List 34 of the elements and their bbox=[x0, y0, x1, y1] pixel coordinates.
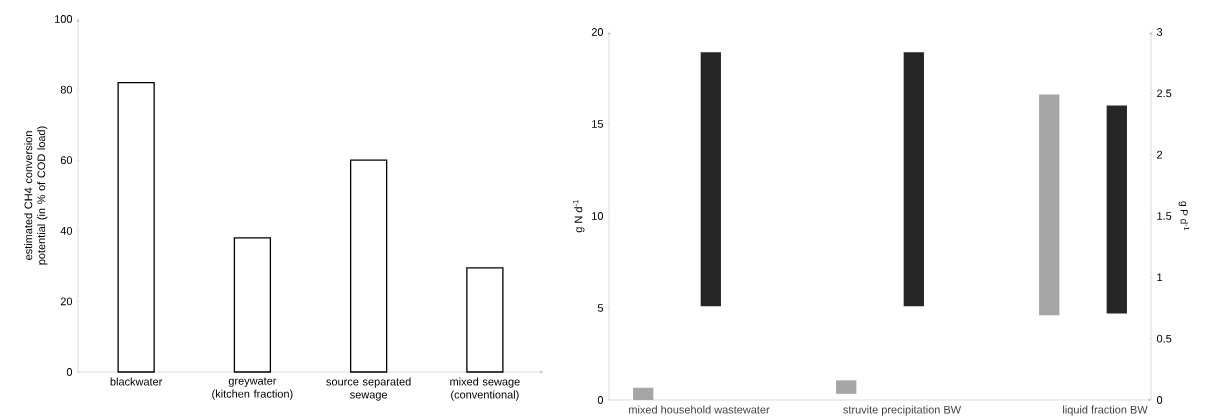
bar bbox=[836, 380, 857, 394]
y-tick-label: 40 bbox=[60, 226, 73, 235]
y-tick-label: 10 bbox=[592, 212, 604, 220]
y-tick-label: 20 bbox=[60, 297, 73, 306]
y-tick-label: 15 bbox=[592, 120, 604, 128]
y-tick-label: 0 bbox=[66, 368, 73, 376]
y-tick-label: 60 bbox=[60, 156, 73, 165]
y2-axis-title: g P d$^{-1}$ bbox=[1178, 201, 1190, 231]
y2-tick-label: 2 bbox=[1157, 150, 1163, 159]
y2-tick-label: 0 bbox=[1156, 396, 1163, 404]
bar bbox=[466, 267, 504, 373]
x-tick-label: liquid fraction BW bbox=[1063, 405, 1148, 416]
y2-tick-label: 3 bbox=[1156, 28, 1163, 36]
y-tick-label: 80 bbox=[60, 85, 73, 94]
y2-tick-label: 1.5 bbox=[1157, 212, 1172, 220]
x-tick-label: mixed sewage (conventional) bbox=[450, 377, 520, 401]
y-tick-label: 5 bbox=[597, 304, 604, 312]
x-tick-label: blackwater bbox=[110, 377, 163, 386]
y2-tick-label: 2.5 bbox=[1157, 89, 1172, 98]
x-tick-label: mixed household wastewater bbox=[629, 405, 770, 414]
x-tick-label: struvite precipitation BW bbox=[843, 405, 962, 416]
y2-tick-label: 0.5 bbox=[1156, 334, 1172, 343]
bar bbox=[233, 237, 272, 373]
x-tick-label: greywater (kitchen fraction) bbox=[212, 377, 293, 400]
y2-tick-label: 1 bbox=[1157, 273, 1163, 282]
y-tick-label: 20 bbox=[591, 28, 604, 36]
y-tick-label: 100 bbox=[55, 15, 73, 23]
x-tick-label: source separated sewage bbox=[326, 377, 411, 401]
bar bbox=[1039, 94, 1060, 316]
y-axis-title: g N d$^{-1}$ bbox=[572, 200, 585, 233]
y-tick-label: 0 bbox=[597, 396, 604, 404]
bar bbox=[349, 159, 388, 373]
y-axis-title: estimated CH4 conversion potential (in % of COD load) bbox=[24, 126, 48, 265]
bar bbox=[117, 81, 155, 373]
